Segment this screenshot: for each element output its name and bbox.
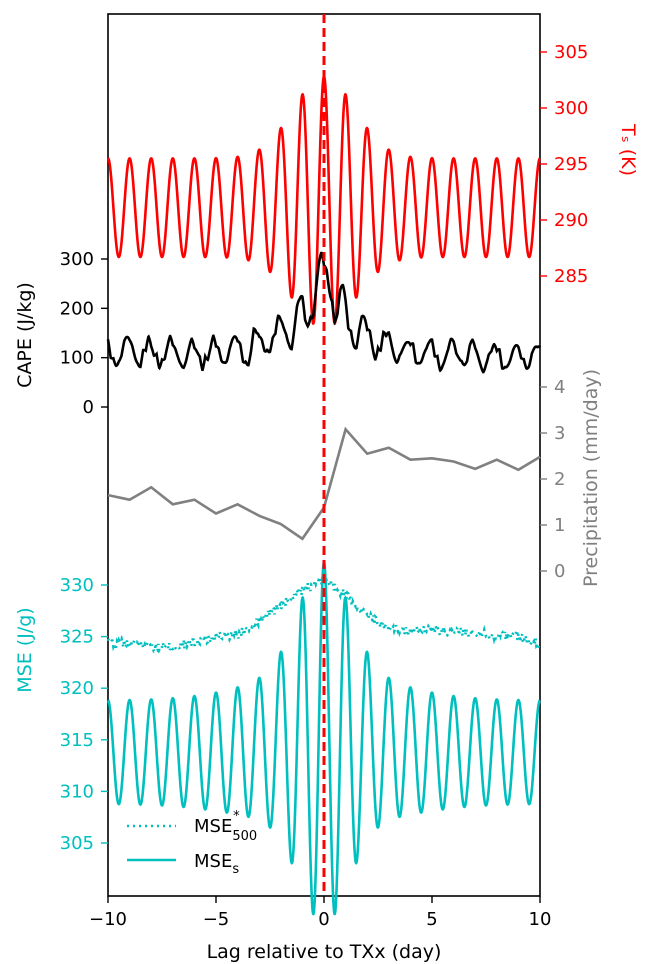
legend-label-mse500: MSE500* [194, 809, 257, 844]
x-tick-label: 10 [529, 909, 552, 930]
precip-axis-label: Precipitation (mm/day) [580, 369, 602, 587]
precip-tick-label: 4 [554, 377, 565, 398]
x-tick-label: 0 [318, 909, 329, 930]
cape-line [106, 251, 542, 374]
mse-tick-label: 330 [60, 575, 94, 596]
cape-axis-label: CAPE (J/kg) [14, 282, 36, 388]
precip-tick-label: 0 [554, 561, 565, 582]
ts-axis: 285 290 295 300 305 [540, 42, 588, 287]
cape-tick-label: 200 [60, 298, 94, 319]
x-tick-label: 5 [426, 909, 437, 930]
ts-tick-label: 305 [554, 42, 588, 63]
mse-axis: 305 310 315 320 325 330 [60, 575, 108, 854]
cape-tick-label: 300 [60, 249, 94, 270]
legend: MSE500* MSEs [127, 809, 257, 877]
mse-tick-label: 305 [60, 833, 94, 854]
precip-axis: 0 1 2 3 4 [540, 377, 565, 582]
precip-tick-label: 3 [554, 423, 565, 444]
mse-tick-label: 315 [60, 730, 94, 751]
ts-tick-label: 290 [554, 210, 588, 231]
precip-tick-label: 2 [554, 469, 565, 490]
precip-tick-label: 1 [554, 515, 565, 536]
x-tick-label: −5 [203, 909, 230, 930]
ts-tick-label: 285 [554, 266, 588, 287]
x-axis: −10 −5 0 5 10 [89, 896, 551, 930]
ts-axis-label: Tₛ (K) [617, 123, 639, 176]
ts-tick-label: 295 [554, 154, 588, 175]
x-axis-label: Lag relative to TXx (day) [207, 941, 442, 963]
mse-tick-label: 320 [60, 678, 94, 699]
legend-label-mses: MSEs [194, 851, 239, 877]
ts-tick-label: 300 [554, 98, 588, 119]
x-tick-label: −10 [89, 909, 127, 930]
cape-tick-label: 0 [83, 397, 94, 418]
cape-axis: 0 100 200 300 [60, 249, 108, 418]
mse-tick-label: 325 [60, 627, 94, 648]
mse-axis-label: MSE (J/g) [14, 607, 36, 692]
cape-tick-label: 100 [60, 348, 94, 369]
mse-tick-label: 310 [60, 781, 94, 802]
